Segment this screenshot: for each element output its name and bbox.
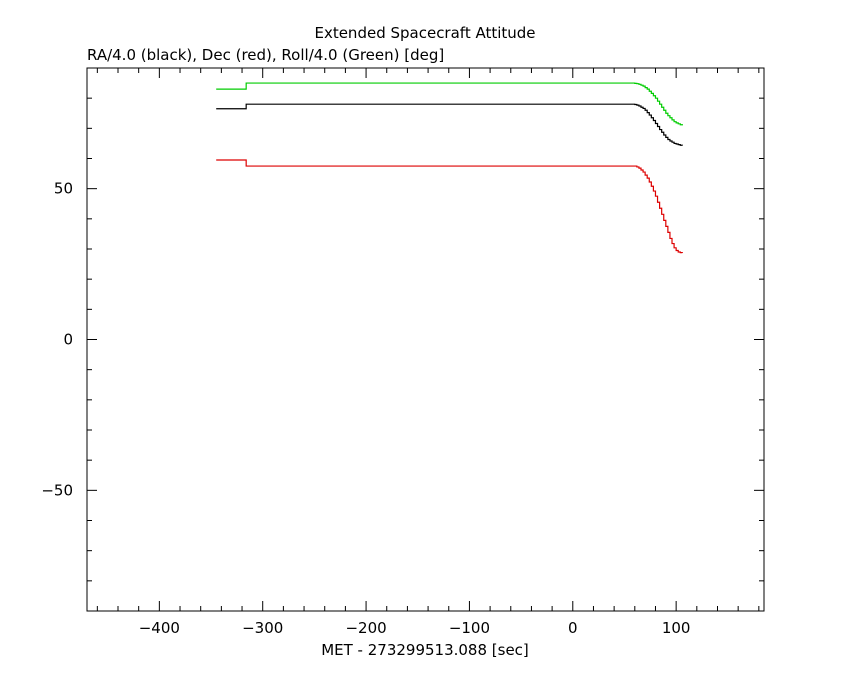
y-tick-label: −50 bbox=[41, 481, 73, 499]
x-tick-label: −300 bbox=[242, 619, 283, 637]
axis-ticks bbox=[87, 67, 764, 612]
chart-subtitle: RA/4.0 (black), Dec (red), Roll/4.0 (Gre… bbox=[87, 46, 444, 64]
series-line-2 bbox=[216, 159, 683, 254]
x-tick-label: −400 bbox=[139, 619, 180, 637]
series-line-1 bbox=[216, 103, 683, 146]
x-tick-label: 0 bbox=[568, 619, 578, 637]
x-tick-label: −200 bbox=[345, 619, 386, 637]
y-tick-label: 0 bbox=[63, 331, 73, 349]
plot-frame bbox=[86, 67, 765, 612]
axis-tick-labels: −400 −300 −200 −100 0 100 −50 0 50 bbox=[41, 180, 690, 637]
series-layer bbox=[216, 82, 683, 254]
x-tick-label: −100 bbox=[449, 619, 490, 637]
y-tick-label: 50 bbox=[54, 180, 73, 198]
x-axis-label: MET - 273299513.088 [sec] bbox=[321, 641, 529, 659]
x-tick-label: 100 bbox=[662, 619, 691, 637]
series-line-0 bbox=[216, 82, 683, 126]
chart-title: Extended Spacecraft Attitude bbox=[314, 24, 535, 42]
